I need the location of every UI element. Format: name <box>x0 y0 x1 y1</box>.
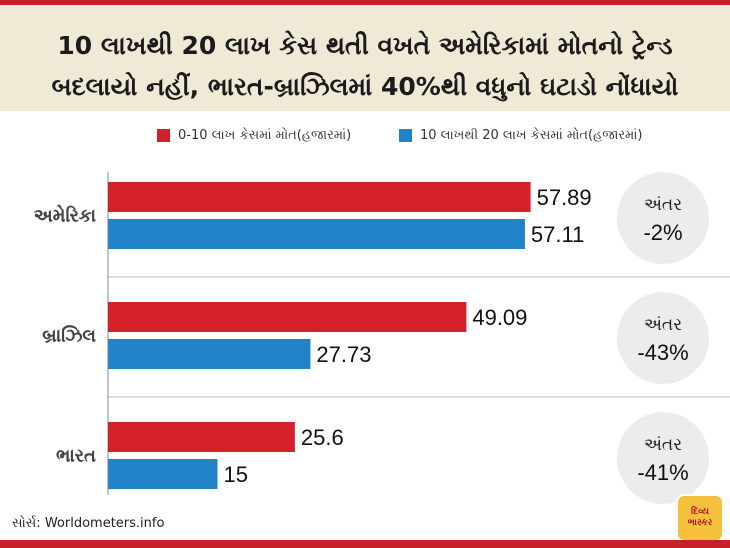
data-label: 49.09 <box>472 305 527 330</box>
category-label: અમેરિકા <box>34 204 97 226</box>
bottom-accent-bar <box>0 540 730 548</box>
bar-chart: અમેરિકા 57.89 57.11 અંતર -2% બ્રાઝિલ 49.09 27.7… <box>34 172 730 504</box>
data-label: 15 <box>224 462 248 487</box>
difference-badge <box>617 172 709 264</box>
legend-swatch-series2 <box>399 129 412 142</box>
category-label: ભારત <box>56 446 96 467</box>
difference-badge <box>617 412 709 504</box>
bar-series2 <box>108 339 311 369</box>
bar-series1 <box>108 182 531 212</box>
source-text: સોર્સ: Worldometers.info <box>12 516 165 531</box>
legend-label-series1: 0-10 લાખ કેસમાં મોત(હજારમાં) <box>178 128 352 143</box>
publisher-logo: દિવ્ય ભાસ્કર <box>678 496 722 540</box>
logo-text-line1: દિવ્ય <box>691 507 709 517</box>
bar-series1 <box>108 302 467 332</box>
bar-series2 <box>108 459 218 489</box>
legend-swatch-series1 <box>157 129 170 142</box>
legend-label-series2: 10 લાખથી 20 લાખ કેસમાં મોત(હજારમાં) <box>420 128 643 143</box>
category-label: બ્રાઝિલ <box>42 325 96 347</box>
chart-legend: 0-10 લાખ કેસમાં મોત(હજારમાં) 10 લાખથી 20… <box>0 128 730 152</box>
top-accent-bar <box>0 0 730 5</box>
bar-series2 <box>108 219 525 249</box>
bar-series1 <box>108 422 295 452</box>
difference-label: અંતર <box>644 435 682 455</box>
legend-item-series1: 0-10 લાખ કેસમાં મોત(હજારમાં) <box>157 128 351 143</box>
difference-value: -2% <box>643 220 682 245</box>
data-label: 57.11 <box>531 222 584 247</box>
difference-label: અંતર <box>644 315 682 335</box>
legend-item-series2: 10 લાખથી 20 લાખ કેસમાં મોત(હજારમાં) <box>399 128 643 143</box>
difference-value: -41% <box>637 460 688 485</box>
data-label: 25.6 <box>301 425 344 450</box>
logo-text-line2: ભાસ્કર <box>687 518 713 528</box>
data-label: 57.89 <box>537 185 592 210</box>
difference-label: અંતર <box>644 195 682 215</box>
title-line-2: બદલાયો નહીં, ભારત-બ્રાઝિલમાં 40%થી વધુનો… <box>51 72 679 101</box>
title-line-1: 10 લાખથી 20 લાખ કેસ થતી વખતે અમેરિકામાં … <box>57 31 673 60</box>
difference-badge <box>617 292 709 384</box>
difference-value: -43% <box>637 340 688 365</box>
title-banner: 10 લાખથી 20 લાખ કેસ થતી વખતે અમેરિકામાં … <box>0 5 730 111</box>
data-label: 27.73 <box>316 342 371 367</box>
